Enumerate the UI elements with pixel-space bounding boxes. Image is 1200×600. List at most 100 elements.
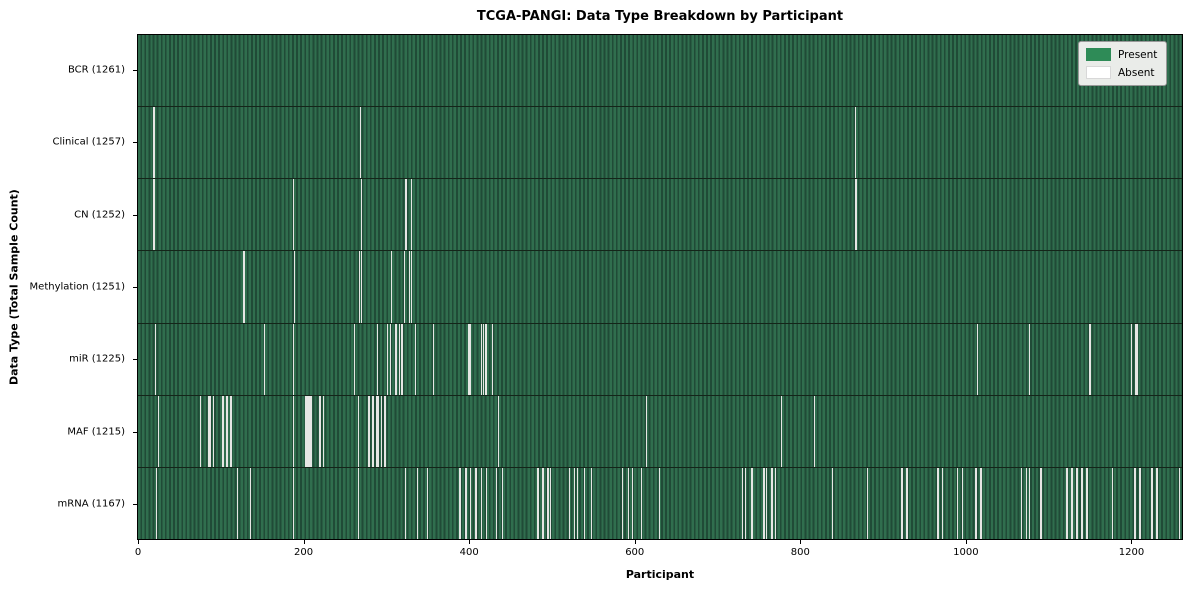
absent-gap [426,467,428,539]
y-tick-label: Methylation (1251) [29,281,125,293]
absent-gap [360,251,362,323]
absent-gap [465,467,467,539]
absent-gap [576,467,579,539]
absent-gap [358,395,360,467]
absent-gap [632,467,634,539]
absent-gap [1156,467,1158,539]
absent-gap [741,467,743,539]
absent-gap [212,395,215,467]
absent-gap [1151,467,1153,539]
absent-gap [775,467,777,539]
absent-gap [936,467,939,539]
absent-gap [480,467,482,539]
y-tick-mark [133,431,137,433]
legend-item-present: Present [1086,48,1157,61]
absent-gap [975,467,977,539]
absent-swatch-icon [1086,66,1111,79]
absent-gap [854,179,857,251]
absent-gap [781,395,783,467]
absent-gap [568,467,571,539]
absent-gap [404,179,406,251]
absent-gap [1130,323,1133,395]
plot-area [137,34,1183,540]
x-tick-mark [800,540,802,544]
absent-gap [376,395,379,467]
absent-gap [292,395,294,467]
x-tick-mark [634,540,636,544]
absent-gap [483,323,485,395]
absent-gap [383,395,387,467]
absent-gap [359,107,361,179]
absent-gap [485,467,488,539]
heatmap-row-methylation [138,251,1182,324]
absent-gap [1111,467,1114,539]
absent-gap [622,467,624,539]
y-tick-label: miR (1225) [69,353,125,365]
absent-gap [1028,323,1031,395]
absent-gap [405,467,407,539]
absent-gap [406,179,408,251]
absent-gap [358,467,360,539]
absent-gap [658,467,660,539]
absent-gap [641,467,643,539]
absent-gap [372,395,374,467]
absent-gap [401,323,403,395]
absent-gap [398,323,400,395]
absent-gap [263,323,265,395]
y-tick-mark [133,70,137,72]
absent-gap [368,395,370,467]
absent-gap [152,179,155,251]
absent-gap [584,467,586,539]
heatmap-row-mir [138,323,1182,396]
y-tick-label: BCR (1261) [67,64,125,76]
absent-gap [1028,467,1031,539]
absent-gap [1085,467,1088,539]
x-tick-mark [138,540,139,544]
y-tick-label: Clinical (1257) [52,136,126,148]
absent-gap [200,395,202,467]
absent-gap [360,179,362,251]
absent-gap [292,467,294,539]
absent-gap [155,323,157,395]
absent-gap [468,323,471,395]
absent-gap [750,467,752,539]
legend-label-absent: Absent [1118,66,1155,79]
x-tick-mark [1131,540,1133,544]
x-tick-label: 200 [294,547,314,558]
absent-gap [941,467,943,539]
absent-gap [292,179,294,251]
absent-gap [1134,323,1139,395]
absent-gap [766,467,768,539]
absent-gap [484,323,487,395]
absent-gap [546,467,549,539]
absent-gap [1040,467,1043,539]
y-tick-mark [133,359,137,361]
absent-gap [293,251,295,323]
absent-gap [590,467,592,539]
heatmap-row-bcr [138,35,1182,108]
absent-gap [1138,467,1141,539]
absent-gap [901,467,903,539]
heatmap-row-mrna [138,467,1182,539]
absent-gap [1133,467,1136,539]
x-tick-mark [469,540,471,544]
chart-title: TCGA-PANGI: Data Type Breakdown by Parti… [476,9,844,24]
absent-gap [1089,323,1091,395]
x-tick-mark [965,540,967,544]
x-axis-label: Participant [625,568,695,581]
legend-label-present: Present [1118,48,1158,61]
absent-gap [628,467,630,539]
absent-gap [225,395,229,467]
absent-gap [389,323,392,395]
absent-gap [480,323,482,395]
x-tick-label: 600 [625,547,645,558]
absent-gap [414,323,416,395]
absent-gap [322,395,325,467]
absent-gap [408,251,410,323]
absent-gap [976,323,979,395]
absent-gap [469,467,471,539]
absent-gap [491,323,494,395]
absent-gap [1066,467,1068,539]
absent-gap [243,251,245,323]
absent-gap [157,395,159,467]
